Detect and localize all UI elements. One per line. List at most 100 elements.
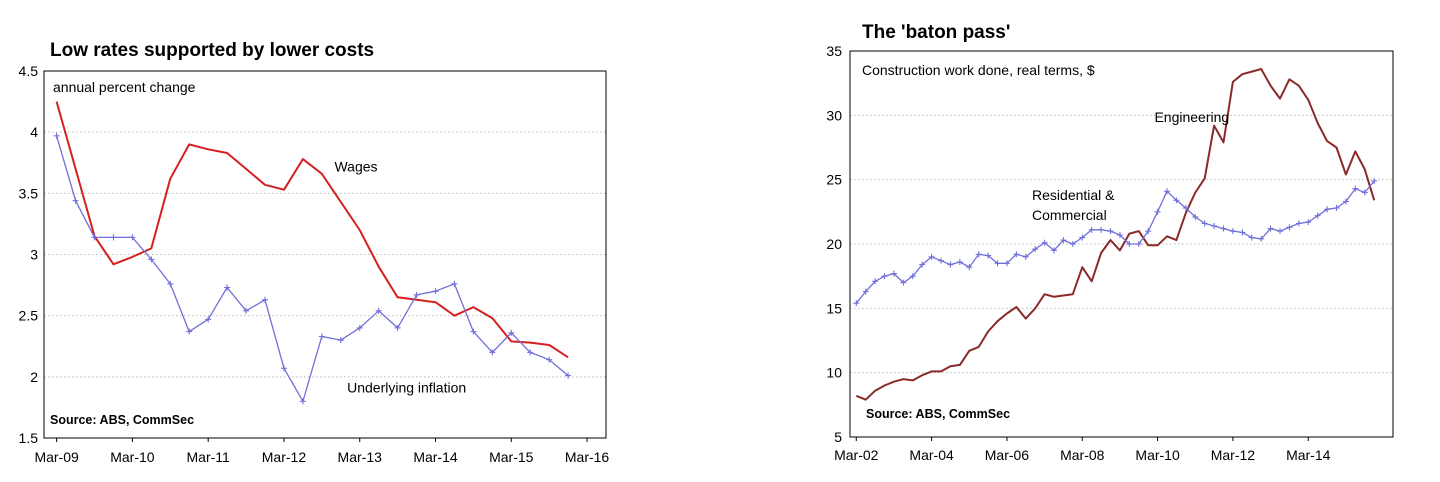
series-line-residential-commercial xyxy=(855,180,1375,304)
chart-2-series xyxy=(853,68,1378,401)
data-point xyxy=(890,270,897,277)
data-point xyxy=(1239,229,1246,236)
chart-2-series-label: Residential & Commercial xyxy=(1032,187,1118,223)
data-point xyxy=(1361,189,1368,196)
chart-2-y-tick-label: 25 xyxy=(826,172,842,188)
data-point xyxy=(947,261,954,268)
data-point xyxy=(909,273,916,280)
chart-1-plot-frame xyxy=(43,70,607,439)
data-point xyxy=(394,324,401,331)
chart-2-y-axis: 35 30 25 20 15 10 5 xyxy=(826,43,842,445)
data-point xyxy=(148,256,155,263)
chart-1-y-tick-label: 3 xyxy=(30,247,38,263)
chart-1-x-tick-label: Mar-14 xyxy=(413,449,458,465)
chart-2-y-tick-label: 5 xyxy=(834,429,842,445)
data-point xyxy=(110,234,117,241)
data-point xyxy=(337,337,344,344)
data-point xyxy=(1069,241,1076,247)
chart-1-unit-note: annual percent change xyxy=(53,79,196,95)
data-point xyxy=(938,257,945,264)
chart-1-series-label: Wages xyxy=(334,158,377,174)
chart-2-source-note: Source: ABS, CommSec xyxy=(866,407,1010,421)
data-point xyxy=(1003,260,1010,267)
chart-2-y-tick-label: 15 xyxy=(826,300,842,316)
chart-1-source-note: Source: ABS, CommSec xyxy=(50,413,194,427)
chart-1-y-tick-label: 2.5 xyxy=(19,308,39,324)
chart-2-gridlines xyxy=(850,114,1393,441)
chart-2-unit-note: Construction work done, real terms, $ xyxy=(862,62,1095,78)
data-point xyxy=(432,288,439,295)
chart-2-series-label-line: Residential & xyxy=(1032,187,1115,203)
data-point xyxy=(280,365,287,372)
data-point xyxy=(1182,204,1189,211)
data-point xyxy=(262,296,269,303)
chart-2-x-tick-label: Mar-12 xyxy=(1211,447,1256,463)
data-point xyxy=(919,261,926,268)
data-point xyxy=(881,273,888,280)
data-point xyxy=(975,251,982,258)
chart-2-x-tick-label: Mar-10 xyxy=(1135,447,1180,463)
data-point xyxy=(956,259,963,266)
data-point xyxy=(1116,231,1123,238)
data-point xyxy=(1154,208,1161,215)
data-point xyxy=(1314,212,1321,219)
chart-1-x-axis: Mar-09 Mar-10 Mar-11 Mar-12 Mar-13 Mar-1… xyxy=(34,449,609,465)
data-point xyxy=(1229,228,1236,235)
chart-1-y-tick-label: 2 xyxy=(30,369,38,385)
chart-2-y-tick-label: 10 xyxy=(826,365,842,381)
data-point xyxy=(928,253,935,260)
data-point xyxy=(1201,220,1208,227)
data-point xyxy=(243,307,250,314)
data-point xyxy=(1013,251,1020,258)
chart-2-y-tick-label: 35 xyxy=(826,43,842,59)
data-point xyxy=(1305,219,1312,226)
data-point xyxy=(1286,224,1293,231)
data-point xyxy=(853,300,860,307)
data-point xyxy=(1220,225,1227,232)
data-point xyxy=(224,284,231,291)
chart-2-x-tick-label: Mar-08 xyxy=(1060,447,1105,463)
data-point xyxy=(1258,235,1265,242)
chart-1-x-tick-label: Mar-12 xyxy=(262,449,307,465)
data-point xyxy=(872,278,879,285)
data-point xyxy=(1211,222,1218,229)
chart-2-x-tick-label: Mar-06 xyxy=(985,447,1030,463)
data-point xyxy=(489,349,496,356)
chart-2-x-axis: Mar-02 Mar-04 Mar-06 Mar-08 Mar-10 Mar-1… xyxy=(834,447,1331,463)
chart-2-y-tick-label: 20 xyxy=(826,236,842,252)
chart-1-y-tick-label: 3.5 xyxy=(19,185,39,201)
data-point xyxy=(1371,177,1378,184)
data-point xyxy=(994,260,1001,267)
data-point xyxy=(129,234,136,241)
data-point xyxy=(1277,228,1284,235)
chart-1-series-label: Underlying inflation xyxy=(347,380,466,396)
data-point xyxy=(1098,226,1105,233)
data-point xyxy=(1352,185,1359,192)
data-point xyxy=(72,197,79,204)
data-point xyxy=(470,328,477,335)
data-point xyxy=(1107,228,1114,235)
series-line-wages xyxy=(55,101,569,359)
data-point xyxy=(413,291,420,298)
chart-1-title: Low rates supported by lower costs xyxy=(50,40,374,61)
chart-1-gridlines xyxy=(44,131,606,442)
chart-1-x-tick-label: Mar-10 xyxy=(110,449,155,465)
data-point xyxy=(1060,237,1067,244)
data-point xyxy=(1173,197,1180,204)
data-point xyxy=(527,349,534,356)
chart-1-x-tick-label: Mar-11 xyxy=(187,449,231,465)
chart-1-series xyxy=(53,101,572,405)
data-point xyxy=(1135,241,1142,247)
data-point xyxy=(900,279,907,286)
data-point xyxy=(1126,241,1133,247)
data-point xyxy=(299,398,306,405)
data-point xyxy=(1248,234,1255,241)
chart-1-x-tick-label: Mar-13 xyxy=(338,449,383,465)
data-point xyxy=(167,280,174,287)
chart-2-x-tick-label: Mar-02 xyxy=(834,447,879,463)
series-line-engineering xyxy=(855,68,1376,401)
chart-2: The 'baton pass' 35 30 25 20 15 10 5 Mar… xyxy=(826,22,1394,463)
data-point xyxy=(1022,253,1029,260)
data-point xyxy=(1267,225,1274,232)
